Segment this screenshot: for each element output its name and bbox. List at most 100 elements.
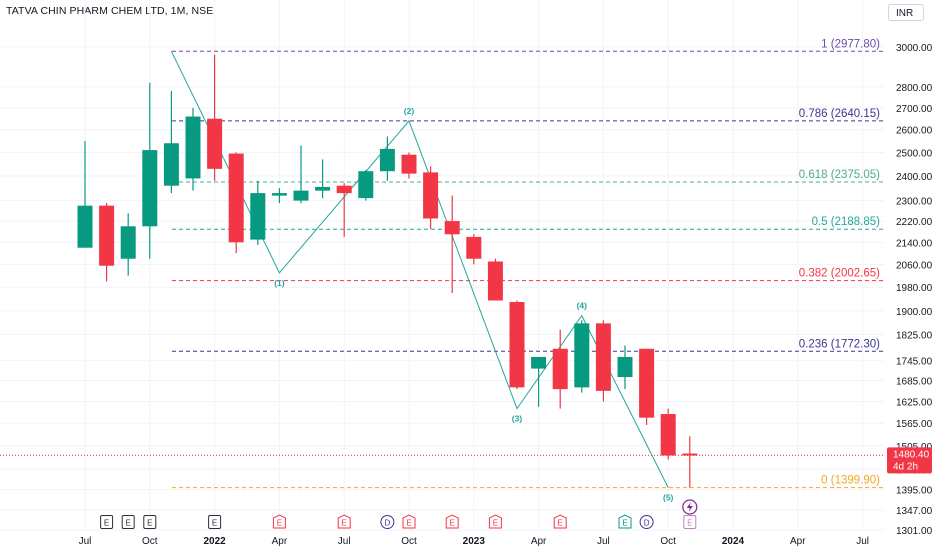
earnings-marker-icon — [337, 514, 351, 529]
price-tick-label: 2800.00 — [896, 83, 932, 94]
candle-body — [639, 348, 655, 418]
grid-lines — [0, 0, 884, 531]
fib-level-label: 0.618 (2375.05) — [799, 169, 880, 181]
event-markers: E E E E E E ED E E E E D E — [100, 499, 698, 529]
candle-body — [595, 323, 611, 391]
dividend-marker-icon — [639, 515, 654, 529]
candle-body — [228, 153, 244, 243]
dividend-marker-icon — [380, 515, 395, 529]
candle-body — [99, 205, 115, 266]
candle-body — [509, 302, 525, 388]
earnings-marker-icon — [445, 514, 459, 529]
chart-title: TATVA CHIN PHARM CHEM LTD, 1M, NSE — [6, 5, 214, 17]
last-price-value: 1480.40 — [893, 449, 930, 460]
event-marker-label: E — [493, 519, 498, 528]
earnings-marker-icon — [143, 515, 157, 529]
price-tick-label: 2700.00 — [896, 104, 932, 115]
event-marker-label: E — [277, 519, 282, 528]
candle-body — [293, 190, 309, 201]
wave-path — [170, 51, 669, 488]
fibonacci-levels: 1 (2977.80) 0.786 (2640.15) 0.618 (2375.05… — [172, 38, 884, 489]
earnings-marker-icon — [402, 514, 416, 529]
candle-body — [444, 221, 460, 235]
event-marker-label: E — [104, 519, 109, 528]
price-tick-label: 2500.00 — [896, 148, 932, 159]
event-marker-label: E — [147, 519, 152, 528]
candle-body — [315, 186, 331, 191]
candle-body — [185, 116, 201, 179]
candle-body — [466, 236, 482, 259]
candle-body — [617, 356, 633, 378]
fib-level-label: 0.382 (2002.65) — [799, 268, 880, 280]
time-tick-label: Jul — [79, 536, 92, 547]
event-marker-label: E — [622, 519, 627, 528]
earnings-marker-icon — [683, 515, 697, 529]
candle-body — [358, 171, 374, 199]
candle-body — [682, 453, 698, 456]
price-axis: 3000.00 2800.00 2700.00 2600.00 2500.00 2400.… — [887, 43, 932, 537]
fib-level-label: 0.236 (1772.30) — [799, 338, 880, 350]
candle-body — [401, 154, 417, 174]
candle-body — [250, 193, 266, 240]
price-tick-label: 2600.00 — [896, 126, 932, 137]
time-tick-label: Jul — [338, 536, 351, 547]
event-marker-label: E — [687, 519, 692, 528]
time-tick-label: Apr — [531, 536, 547, 547]
time-tick-label: Jul — [856, 536, 869, 547]
wave-label: (3) — [512, 414, 523, 424]
price-tick-label: 1301.00 — [896, 526, 932, 537]
earnings-marker-icon — [553, 514, 567, 529]
earnings-marker-icon — [121, 515, 135, 529]
price-tick-label: 1347.00 — [896, 506, 932, 517]
price-tick-label: 1685.00 — [896, 376, 932, 387]
earnings-marker-icon — [488, 514, 502, 529]
event-marker-label: E — [558, 519, 563, 528]
candle-body — [120, 226, 136, 259]
time-tick-label: 2022 — [203, 536, 226, 547]
earnings-marker-icon — [208, 515, 222, 529]
candle-body — [207, 118, 223, 169]
wave-label: (1) — [274, 278, 285, 288]
candle-body — [271, 193, 287, 196]
price-tick-label: 1505.00 — [896, 442, 932, 453]
time-tick-label: 2024 — [722, 536, 745, 547]
event-marker-label: E — [342, 519, 347, 528]
time-tick-label: 2023 — [463, 536, 486, 547]
event-marker-label: D — [644, 519, 650, 528]
time-tick-label: Jul — [597, 536, 610, 547]
candle-body — [336, 185, 352, 194]
price-tick-label: 1625.00 — [896, 397, 932, 408]
candle-body — [660, 414, 676, 456]
event-marker-label: D — [385, 519, 391, 528]
candle-body — [574, 323, 590, 388]
price-tick-label: 2400.00 — [896, 172, 932, 183]
price-tick-label: 1980.00 — [896, 283, 932, 294]
price-tick-label: 1395.00 — [896, 486, 932, 497]
earnings-marker-icon — [100, 515, 114, 529]
event-marker-label: E — [126, 519, 131, 528]
price-tick-label: 3000.00 — [896, 43, 932, 54]
price-tick-label: 1745.00 — [896, 356, 932, 367]
event-marker-label: E — [406, 519, 411, 528]
price-tick-label: 2300.00 — [896, 197, 932, 208]
earnings-marker-icon — [272, 514, 286, 529]
price-tick-label: 2140.00 — [896, 238, 932, 249]
candle-body — [531, 356, 547, 369]
wave-label: (4) — [577, 301, 588, 311]
candle-body — [142, 150, 158, 227]
fib-level-label: 0.786 (2640.15) — [799, 108, 880, 120]
last-price-badge — [887, 447, 932, 474]
event-marker-label: E — [212, 519, 217, 528]
fib-level-label: 0 (1399.90) — [821, 475, 880, 487]
price-tick-label: 1900.00 — [896, 307, 932, 318]
fib-level-label: 1 (2977.80) — [821, 38, 880, 50]
time-tick-label: Apr — [790, 536, 806, 547]
currency-button[interactable]: INR — [888, 4, 924, 21]
lightning-bolt-icon — [686, 502, 693, 512]
event-marker-label: E — [450, 519, 455, 528]
candle-body — [77, 205, 93, 248]
candle-body — [423, 172, 439, 219]
candle-body — [487, 261, 503, 301]
earnings-marker-icon — [618, 514, 632, 529]
